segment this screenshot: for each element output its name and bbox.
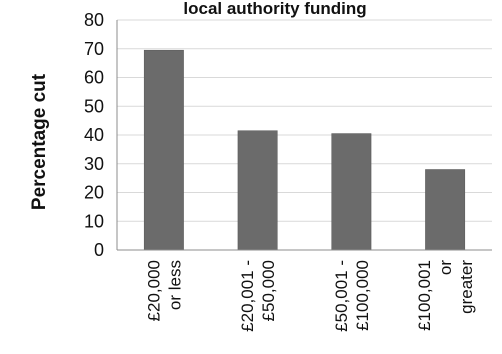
- x-tick-label: or less: [165, 260, 184, 310]
- y-tick-label: 20: [84, 183, 104, 203]
- x-tick-label: £100,000: [353, 260, 372, 331]
- y-tick-label: 40: [84, 125, 104, 145]
- x-tick-label: £50,001 -: [332, 260, 351, 332]
- x-tick-label: £50,000: [259, 260, 278, 321]
- bar: [331, 133, 372, 251]
- x-tick-label: £20,000: [144, 260, 163, 321]
- x-tick-label: or: [436, 260, 455, 275]
- bar: [143, 49, 184, 251]
- y-tick-label: 30: [84, 154, 104, 174]
- x-tick-labels: £20,000 or less £20,001 - £50,000 £50,001 - £…: [144, 260, 476, 332]
- y-tick-label: 60: [84, 68, 104, 88]
- y-tick-labels: 0 10 20 30 40 50 60 70 80: [84, 10, 104, 260]
- y-tick-label: 70: [84, 39, 104, 59]
- y-axis-label: Percentage cut: [29, 73, 50, 210]
- x-tick-label: £20,001 -: [238, 260, 257, 332]
- y-tick-label: 0: [94, 240, 104, 260]
- x-tick-label: greater: [457, 260, 476, 314]
- bar: [425, 169, 466, 251]
- axes: [116, 20, 492, 251]
- chart-title: local authority funding: [183, 0, 366, 18]
- y-tick-label: 80: [84, 10, 104, 30]
- bar: [237, 130, 278, 251]
- y-tick-label: 50: [84, 96, 104, 116]
- x-tick-label: £100,001: [415, 260, 434, 331]
- y-tick-label: 10: [84, 211, 104, 231]
- bars: [143, 49, 466, 251]
